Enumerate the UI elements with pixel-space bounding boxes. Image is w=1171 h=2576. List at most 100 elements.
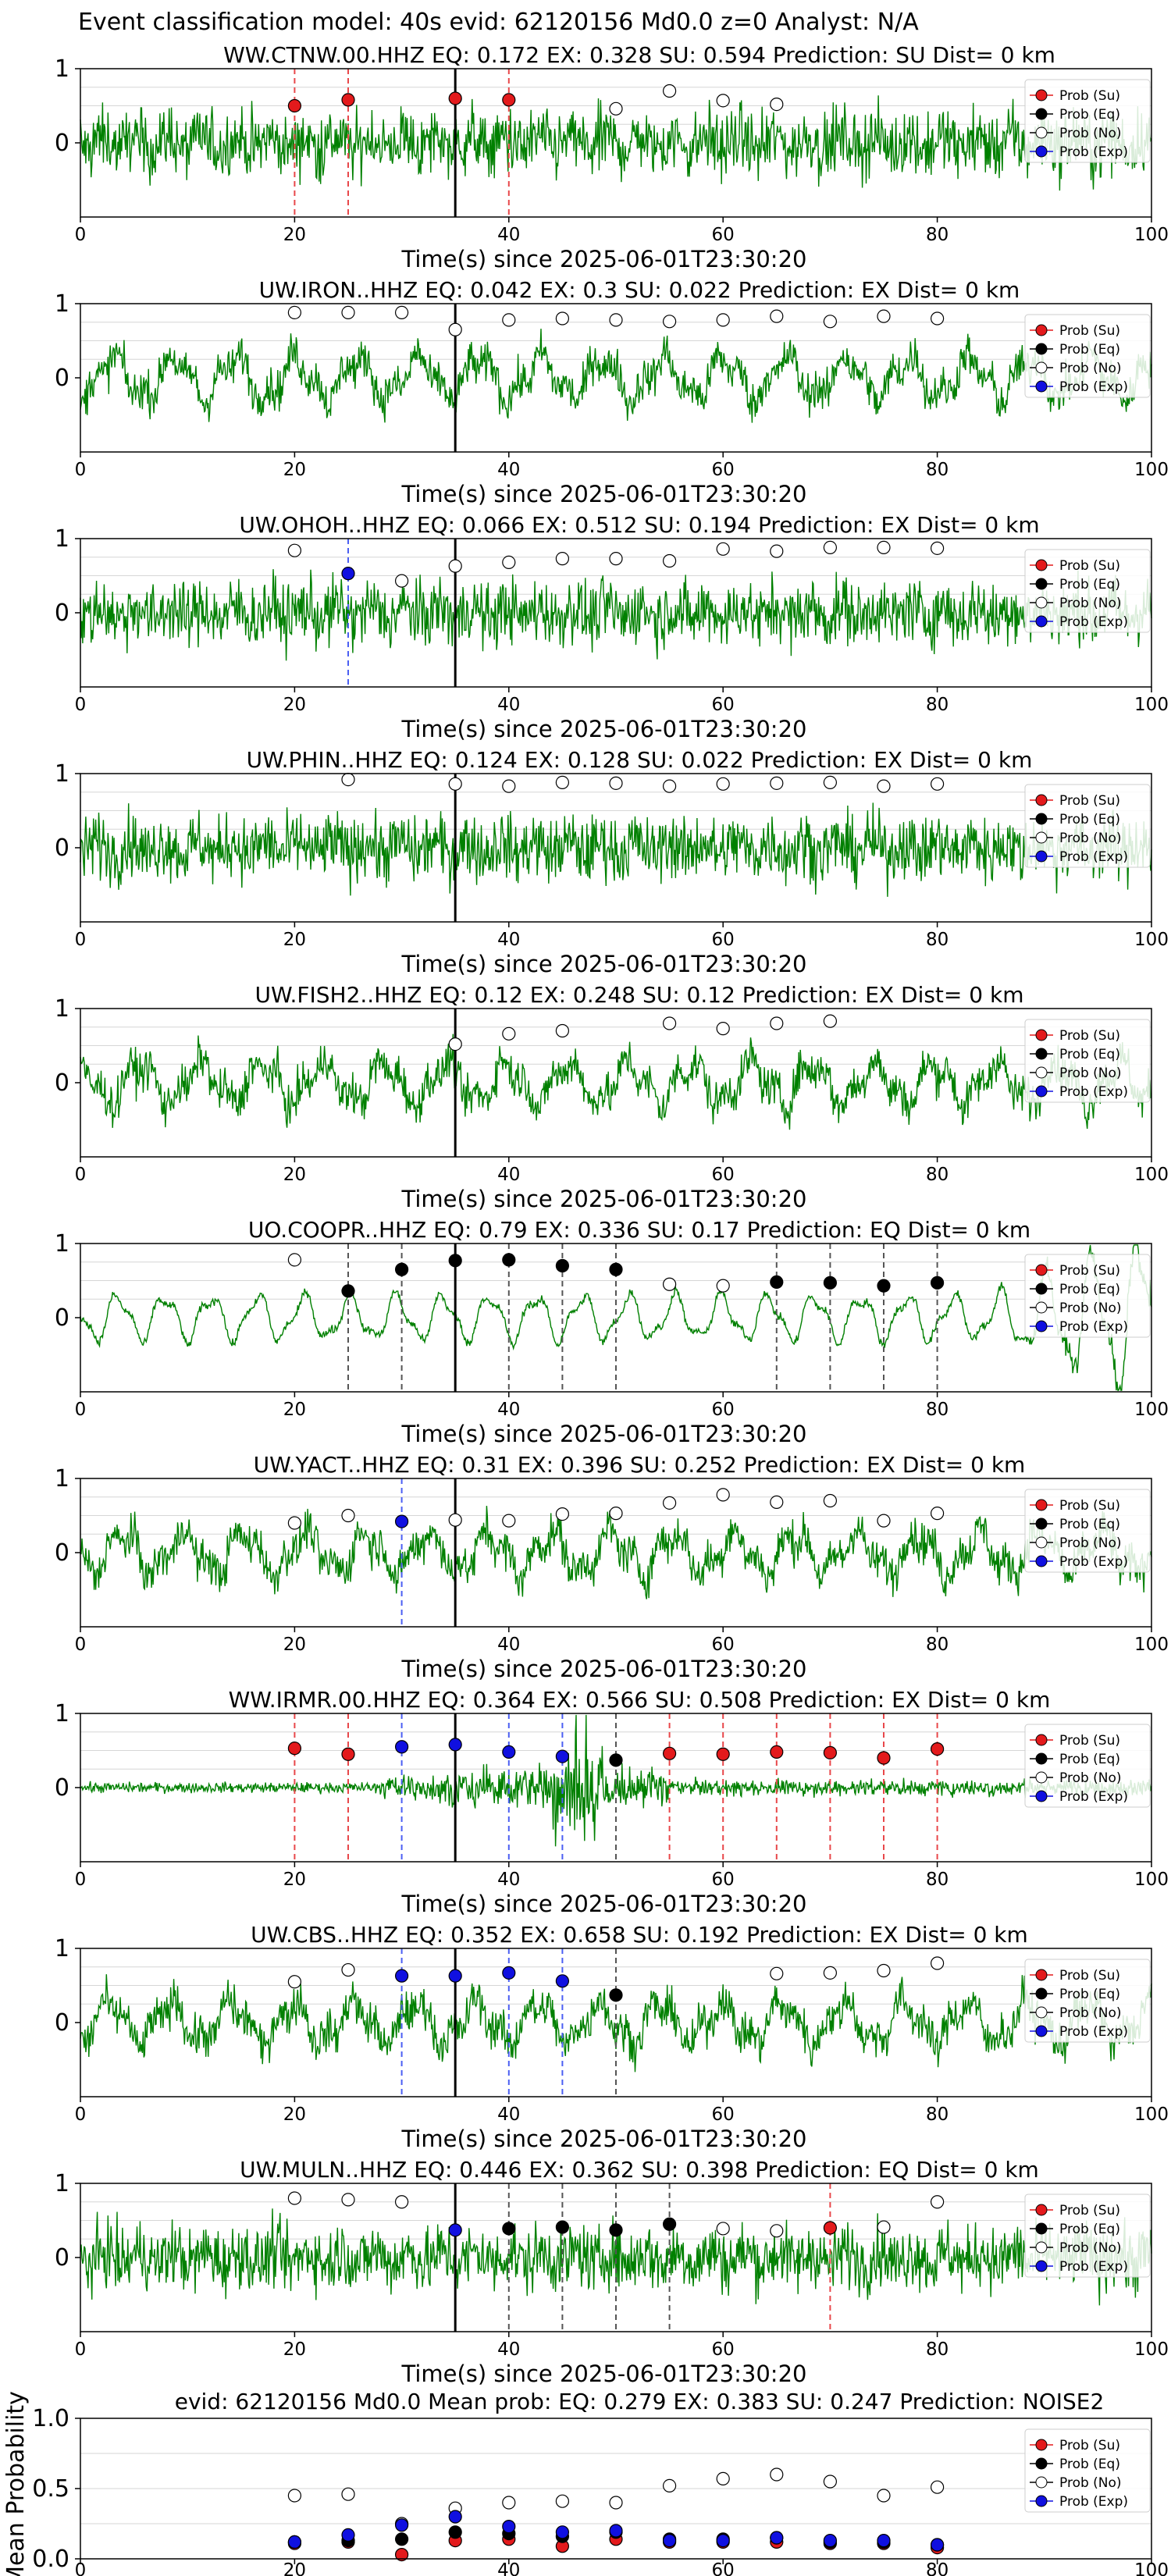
x-tick-label: 20: [283, 2105, 306, 2125]
probability-point: [662, 84, 677, 98]
x-tick-label: 80: [926, 930, 949, 950]
x-tick-label: 20: [283, 225, 306, 245]
legend-marker: [1035, 361, 1048, 374]
legend-marker: [1035, 2025, 1048, 2037]
station-panel: UW.IRON..HHZ EQ: 0.042 EX: 0.3 SU: 0.022…: [55, 277, 1169, 507]
x-tick-label: 0: [75, 225, 87, 245]
mean-prob-point: [823, 2534, 838, 2548]
probability-point: [502, 1514, 516, 1528]
x-axis-label: Time(s) since 2025-06-01T23:30:20: [401, 2361, 807, 2387]
probability-point: [287, 1742, 301, 1756]
x-tick-label: 80: [926, 2339, 949, 2360]
mean-prob-point: [448, 2525, 462, 2539]
x-tick-label: 40: [497, 2105, 520, 2125]
legend-label: Prob (Exp): [1059, 849, 1128, 865]
x-tick-label: 100: [1134, 1400, 1169, 1420]
probability-point: [662, 1016, 677, 1030]
legend-box: [1024, 1959, 1151, 2043]
x-tick-label: 20: [283, 930, 306, 950]
probability-point: [716, 1488, 730, 1502]
probability-point: [341, 93, 355, 107]
waveform-trace: [80, 1974, 1152, 2073]
probability-point: [930, 1276, 945, 1290]
probability-point: [555, 1507, 570, 1521]
y-tick-label: 1: [55, 995, 69, 1023]
y-tick-label: 1: [55, 290, 69, 318]
x-tick-label: 40: [497, 1165, 520, 1185]
legend-label: Prob (Exp): [1059, 1554, 1128, 1570]
x-axis-label: Time(s) since 2025-06-01T23:30:20: [401, 481, 807, 507]
x-tick-label: 60: [712, 1165, 735, 1185]
x-tick-label: 60: [712, 225, 735, 245]
legend-marker: [1035, 2006, 1048, 2019]
probability-point: [662, 1496, 677, 1510]
legend-label: Prob (No): [1059, 2475, 1122, 2491]
legend-marker: [1035, 2222, 1048, 2235]
panel-title: UW.PHIN..HHZ EQ: 0.124 EX: 0.128 SU: 0.0…: [247, 747, 1033, 773]
mean-prob-point: [877, 2534, 891, 2548]
x-tick-label: 0: [75, 930, 87, 950]
mean-prob-point: [341, 2487, 355, 2501]
probability-point: [877, 1514, 891, 1528]
x-tick-label: 100: [1134, 2560, 1169, 2576]
legend-label: Prob (Su): [1059, 2438, 1120, 2453]
legend-label: Prob (Su): [1059, 1498, 1120, 1514]
probability-point: [341, 1284, 355, 1298]
y-tick-label: 1: [55, 760, 69, 788]
probability-point: [770, 98, 784, 112]
x-tick-label: 20: [283, 695, 306, 715]
probability-point: [930, 311, 945, 326]
mean-prob-point: [448, 2510, 462, 2524]
legend-marker: [1035, 2439, 1048, 2451]
y-tick-label: 1: [55, 1230, 69, 1258]
probability-point: [930, 1956, 945, 1970]
panel-title: UW.FISH2..HHZ EQ: 0.12 EX: 0.248 SU: 0.1…: [255, 982, 1024, 1008]
legend-label: Prob (Exp): [1059, 144, 1128, 160]
legend-label: Prob (Eq): [1059, 107, 1120, 123]
mean-prob-point: [770, 2531, 784, 2545]
legend-marker: [1035, 1301, 1048, 1314]
legend-marker: [1035, 1048, 1048, 1060]
probability-point: [448, 2223, 462, 2237]
x-tick-label: 0: [75, 460, 87, 480]
probability-point: [609, 1507, 623, 1521]
probability-point: [716, 313, 730, 327]
mean-prob-point: [394, 2518, 409, 2532]
legend-marker: [1035, 380, 1048, 393]
probability-point: [287, 2191, 301, 2205]
probability-point: [448, 1738, 462, 1752]
legend-marker: [1035, 1536, 1048, 1549]
probability-point: [341, 305, 355, 319]
probability-point: [716, 1022, 730, 1036]
probability-point: [877, 540, 891, 555]
probability-point: [448, 1969, 462, 1983]
legend-marker: [1035, 1734, 1048, 1746]
x-tick-label: 40: [497, 2560, 520, 2576]
x-axis-label: Time(s) since 2025-06-01T23:30:20: [401, 1656, 807, 1682]
x-tick-label: 20: [283, 2560, 306, 2576]
probability-point: [823, 1745, 838, 1759]
legend-marker: [1035, 1987, 1048, 2000]
x-tick-label: 60: [712, 2105, 735, 2125]
x-tick-label: 100: [1134, 930, 1169, 950]
x-tick-label: 60: [712, 1635, 735, 1655]
x-tick-label: 0: [75, 2339, 87, 2360]
station-panel: WW.IRMR.00.HHZ EQ: 0.364 EX: 0.566 SU: 0…: [55, 1687, 1169, 1917]
mean-prob-point: [877, 2489, 891, 2503]
x-tick-label: 20: [283, 1165, 306, 1185]
x-tick-label: 80: [926, 2105, 949, 2125]
legend-marker: [1035, 126, 1048, 139]
legend-marker: [1035, 559, 1048, 571]
y-tick-label: 0: [55, 1304, 69, 1332]
probability-point: [823, 775, 838, 790]
legend-label: Prob (No): [1059, 2005, 1122, 2021]
legend-marker: [1035, 1264, 1048, 1276]
waveform-trace: [80, 329, 1152, 423]
probability-point: [341, 1747, 355, 1761]
y-tick-label: 0: [55, 130, 69, 157]
waveform-trace: [80, 802, 1152, 897]
panel-title: UW.OHOH..HHZ EQ: 0.066 EX: 0.512 SU: 0.1…: [239, 512, 1039, 538]
legend-marker: [1035, 596, 1048, 609]
legend-marker: [1035, 794, 1048, 806]
legend-label: Prob (Su): [1059, 323, 1120, 339]
